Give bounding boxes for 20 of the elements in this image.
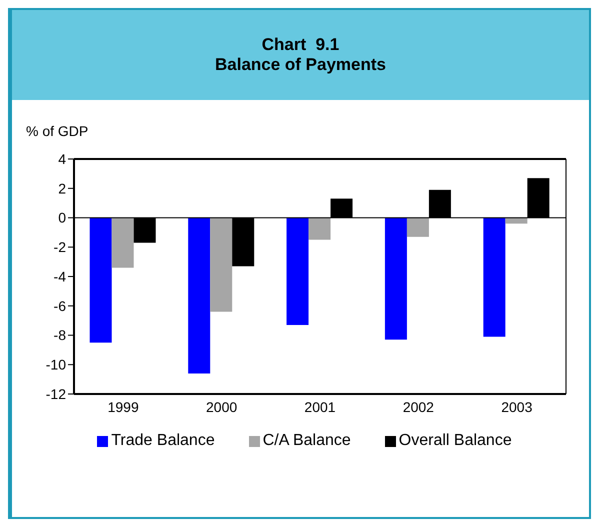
chart-subtitle: Balance of Payments	[214, 55, 386, 75]
y-tick-label: 2	[58, 180, 66, 196]
x-tick-label: 2001	[304, 398, 336, 415]
y-tick-label: -6	[54, 298, 66, 314]
x-tick-label: 2000	[206, 398, 238, 415]
x-tick-label: 1999	[108, 398, 139, 415]
legend-label: Overall Balance	[398, 432, 512, 450]
y-tick-label: 0	[58, 210, 66, 226]
y-tick-label: -8	[54, 327, 66, 344]
y-tick-label: -12	[46, 386, 66, 402]
y-tick-label: -2	[54, 239, 66, 256]
y-tick-label: -10	[46, 356, 66, 373]
y-tick-label: 4	[58, 150, 66, 167]
chart-title: Chart 9.1	[262, 35, 340, 55]
legend-label: Trade Balance	[111, 432, 215, 450]
x-tick-label: 2002	[402, 398, 434, 415]
y-tick-label: -4	[54, 268, 66, 284]
y-axis-title: % of GDP	[26, 123, 88, 139]
legend-label: C/A Balance	[262, 432, 351, 450]
x-tick-label: 2003	[501, 398, 533, 415]
